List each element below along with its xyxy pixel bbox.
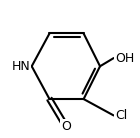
Text: Cl: Cl <box>115 109 127 122</box>
Text: OH: OH <box>115 52 134 65</box>
Text: HN: HN <box>12 60 30 73</box>
Text: O: O <box>61 120 71 133</box>
